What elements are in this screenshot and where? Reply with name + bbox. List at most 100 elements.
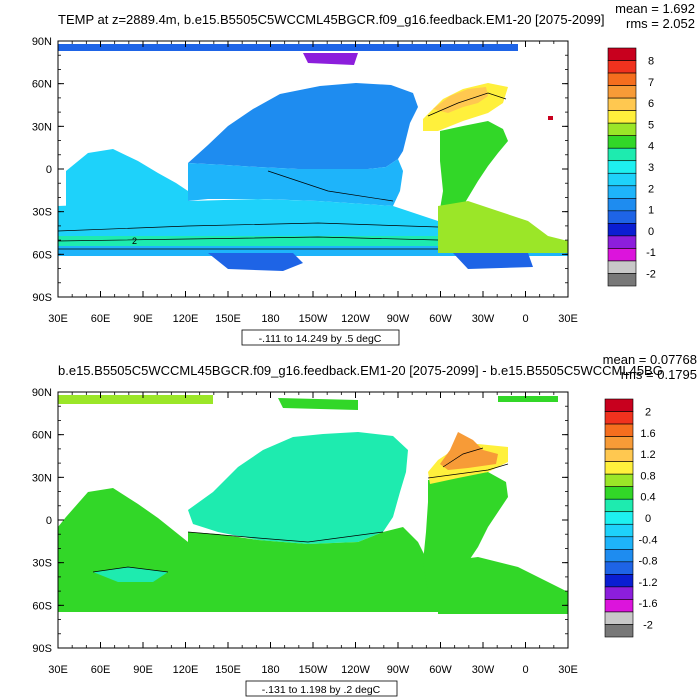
ocean-region-indian [58, 488, 188, 612]
colorbar-label: 0.8 [640, 470, 655, 482]
x-tick-label: 120E [173, 313, 199, 325]
panel-2-y-tick-labels: 90N 60N 30N 0 30S 60S 90S [32, 387, 52, 655]
colorbar-swatch [607, 60, 637, 74]
colorbar-swatch [607, 110, 637, 124]
colorbar-swatch [607, 85, 637, 99]
colorbar-swatch [607, 172, 637, 187]
panel-2-map [57, 391, 569, 649]
x-tick-label: 120W [341, 313, 370, 325]
y-tick-label: 90N [32, 387, 52, 399]
x-tick-label: 180 [261, 313, 279, 325]
colorbar-swatch [607, 235, 637, 249]
y-tick-label: 60N [32, 430, 52, 442]
colorbar-label: 6 [648, 98, 654, 110]
panel-1-contour-info: -.111 to 14.249 by .5 degC [259, 333, 382, 345]
ocean-region-north-atlantic-hot [440, 432, 498, 470]
y-tick-label: 0 [46, 164, 52, 176]
colorbar-swatch [607, 135, 637, 149]
panel-2: b.e15.B5505C5WCCML45BGCR.f09_g16.feedbac… [32, 352, 697, 697]
x-tick-label: 0 [522, 313, 528, 325]
panel-2-title: b.e15.B5505C5WCCML45BGCR.f09_g16.feedbac… [58, 363, 663, 378]
panel-1-colorbar: 8 7 6 5 4 3 2 1 0 -1 -2 [607, 47, 656, 287]
colorbar-label: 1.2 [640, 449, 655, 461]
ocean-region-arctic-east [278, 398, 358, 410]
colorbar-swatch [607, 273, 637, 287]
colorbar-swatch [607, 147, 637, 162]
colorbar-swatch [604, 473, 634, 487]
colorbar-label: -1.6 [639, 598, 658, 610]
colorbar-label: -1.2 [639, 577, 658, 589]
panel-1-x-tick-labels: 30E 60E 90E 120E 150E 180 150W 120W 90W 60W 30W 0 30… [48, 313, 578, 325]
colorbar-swatch [607, 185, 637, 199]
panel-2-x-tick-labels: 30E 60E 90E 120E 150E 180 150W 120W 90W 60W 30W 0 30… [48, 664, 578, 676]
colorbar-swatch [604, 523, 634, 538]
colorbar-swatch [604, 448, 634, 462]
colorbar-label: 2 [648, 183, 654, 195]
x-tick-label: 120E [173, 664, 199, 676]
colorbar-swatch [604, 461, 634, 475]
ocean-region-weddell [453, 253, 533, 269]
x-tick-label: 0 [522, 664, 528, 676]
x-tick-label: 180 [261, 664, 279, 676]
y-tick-label: 0 [46, 515, 52, 527]
colorbar-swatch [604, 611, 634, 625]
ocean-region-indian-south [93, 567, 168, 582]
x-tick-label: 90W [387, 664, 410, 676]
x-tick-label: 90E [133, 313, 153, 325]
colorbar-label: 0 [648, 226, 654, 238]
colorbar-swatch [607, 210, 637, 224]
colorbar-label: -0.8 [639, 556, 658, 568]
colorbar-swatch [604, 561, 634, 575]
x-tick-label: 60W [429, 664, 452, 676]
colorbar-swatch [607, 47, 637, 61]
colorbar-swatch [607, 122, 637, 136]
panel-1-title: TEMP at z=2889.4m, b.e15.B5505C5WCCML45B… [58, 12, 604, 27]
x-tick-label: 30E [48, 664, 68, 676]
colorbar-swatch [604, 586, 634, 600]
ocean-region-south-atlantic [438, 557, 568, 614]
colorbar-swatch [607, 97, 637, 111]
y-tick-label: 90N [32, 36, 52, 48]
x-tick-label: 30W [472, 664, 495, 676]
colorbar-label: 5 [648, 119, 654, 131]
colorbar-label: -2 [643, 619, 653, 631]
colorbar-swatch [604, 574, 634, 588]
x-tick-label: 90W [387, 313, 410, 325]
colorbar-swatch [604, 511, 634, 525]
colorbar-label: 1.6 [640, 428, 655, 440]
x-tick-label: 60E [91, 313, 111, 325]
x-tick-label: 60E [91, 664, 111, 676]
colorbar-label: -0.4 [639, 534, 658, 546]
ocean-region-arctic [58, 44, 518, 51]
y-tick-label: 30N [32, 472, 52, 484]
colorbar-label: 0.4 [640, 492, 655, 504]
colorbar-swatch [604, 536, 634, 550]
ocean-region-arctic-far [498, 396, 558, 402]
x-tick-label: 120W [341, 664, 370, 676]
colorbar-label: 2 [645, 407, 651, 419]
x-tick-label: 60W [429, 313, 452, 325]
ocean-region-north-atlantic-hot [433, 87, 488, 113]
x-tick-label: 30E [558, 664, 578, 676]
x-tick-label: 150E [215, 664, 241, 676]
colorbar-swatch [604, 599, 634, 613]
colorbar-label: -1 [646, 247, 656, 259]
panel-1-y-tick-labels: 90N 60N 30N 0 30S 60S 90S [32, 36, 52, 304]
x-tick-label: 30E [48, 313, 68, 325]
colorbar-swatch [604, 498, 634, 513]
colorbar-swatch [604, 411, 634, 425]
x-tick-label: 150W [299, 664, 328, 676]
ocean-region-indian [66, 149, 188, 216]
colorbar-swatch [604, 398, 634, 412]
y-tick-label: 60S [32, 600, 52, 612]
ocean-region-arctic-deep [303, 53, 358, 65]
x-tick-label: 30W [472, 313, 495, 325]
y-tick-label: 30S [32, 558, 52, 570]
y-tick-label: 60N [32, 79, 52, 91]
colorbar-swatch [607, 160, 637, 174]
colorbar-swatch [607, 248, 637, 262]
panel-1: TEMP at z=2889.4m, b.e15.B5505C5WCCML45B… [32, 1, 695, 346]
colorbar-swatch [607, 72, 637, 86]
colorbar-label: 0 [645, 513, 651, 525]
